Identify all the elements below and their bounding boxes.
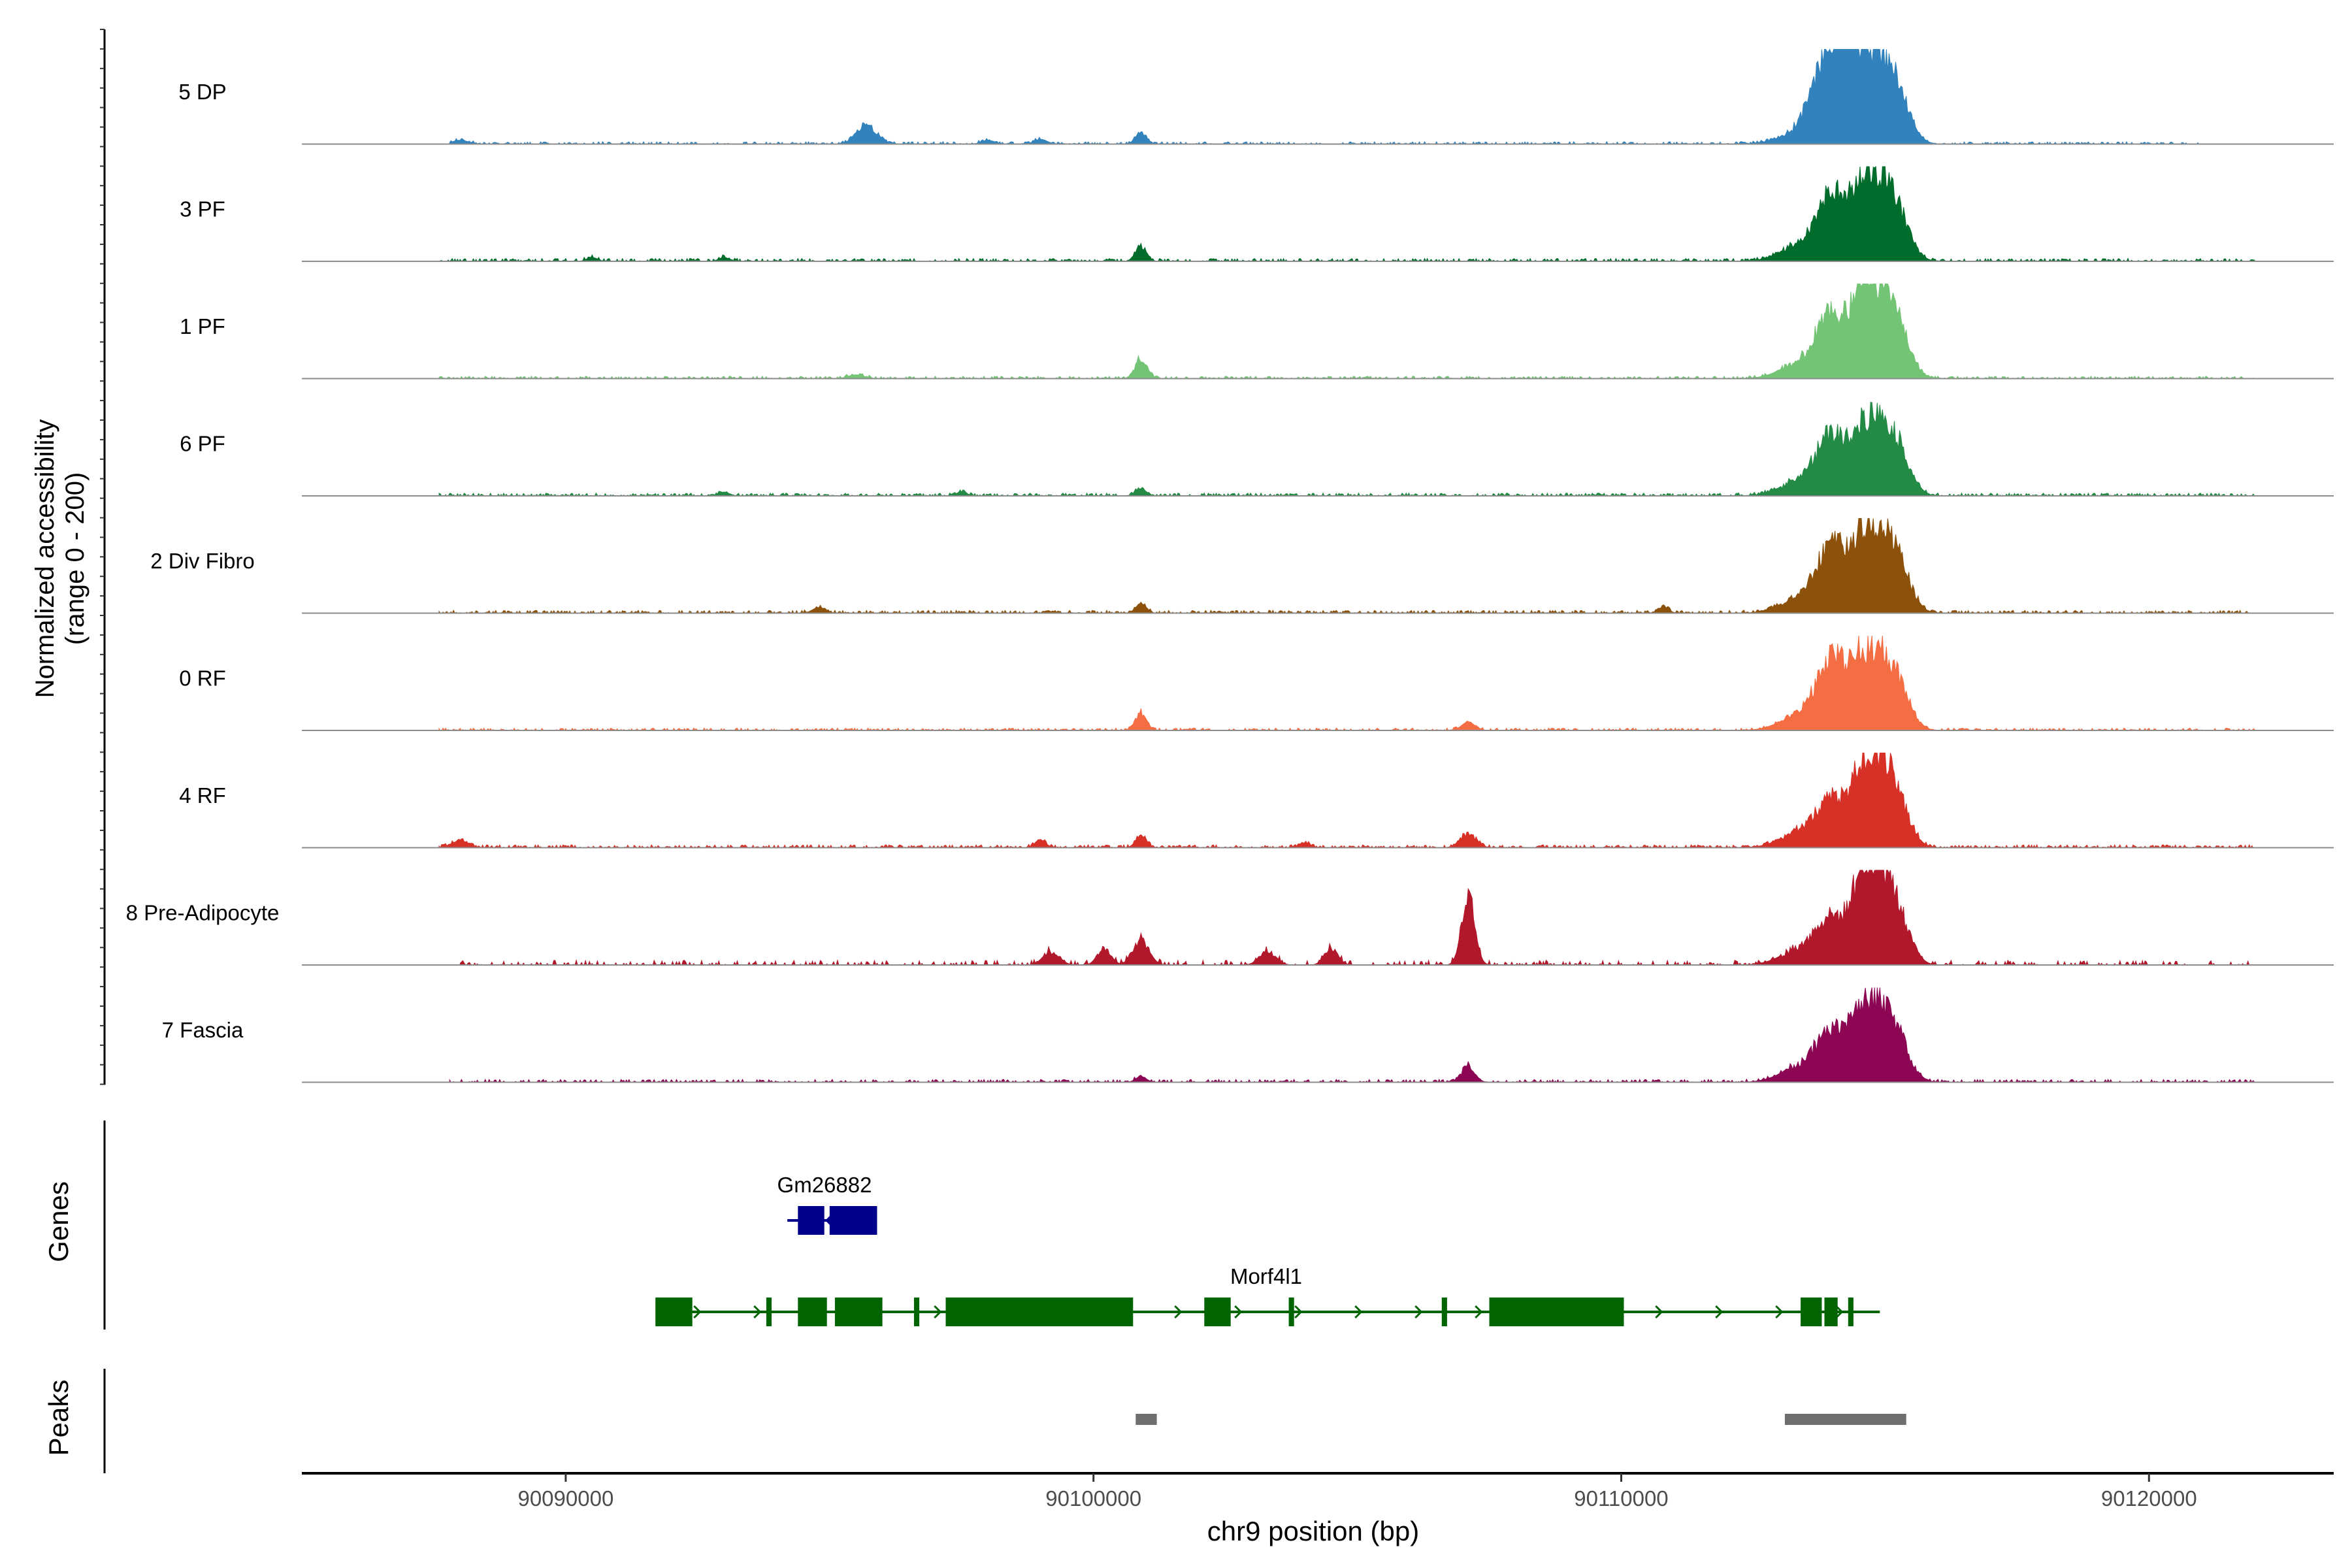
gene-label-morf4l1: Morf4l1	[1230, 1264, 1302, 1288]
exon	[655, 1298, 693, 1326]
track-label-7-fascia: 7 Fascia	[162, 1018, 244, 1042]
track-1-pf: 1 PF	[180, 283, 2334, 380]
track-label-5-dp: 5 DP	[178, 80, 226, 104]
peak-region	[1784, 1414, 1906, 1425]
exon	[834, 1298, 883, 1326]
track-label-6-pf: 6 PF	[180, 432, 225, 456]
exon	[798, 1206, 825, 1235]
track-0-rf: 0 RF	[179, 635, 2334, 731]
track-6-pf: 6 PF	[180, 401, 2334, 497]
strand-arrow	[1414, 1305, 1423, 1319]
y-axis-title-line2: (range 0 - 200)	[61, 472, 90, 645]
exon	[914, 1298, 920, 1326]
gene-gm26882: Gm26882	[777, 1173, 877, 1235]
exon	[1288, 1298, 1294, 1326]
strand-arrow	[753, 1305, 762, 1319]
track-5-dp: 5 DP	[178, 48, 2334, 145]
y-axis-title-line1: Normalized accessibility	[31, 419, 59, 698]
track-4-rf: 4 RF	[179, 753, 2334, 849]
track-label-1-pf: 1 PF	[180, 314, 225, 338]
x-axis-title: chr9 position (bp)	[1207, 1516, 1420, 1546]
track-label-4-rf: 4 RF	[179, 783, 226, 808]
exon	[1824, 1298, 1838, 1326]
exon	[766, 1298, 772, 1326]
exon	[798, 1298, 827, 1326]
strand-arrow	[1174, 1305, 1183, 1319]
gene-morf4l1: Morf4l1	[655, 1264, 1880, 1326]
strand-arrow	[1715, 1305, 1723, 1319]
exon	[1848, 1298, 1854, 1326]
track-2-div-fibro: 2 Div Fibro	[150, 518, 2334, 614]
x-tick-label: 90120000	[2101, 1486, 2197, 1511]
genes-panel: Gm26882 Morf4l1	[103, 1120, 1880, 1330]
peak-region	[1135, 1414, 1157, 1425]
track-8-pre-adipocyte: 8 Pre-Adipocyte	[126, 870, 2334, 966]
strand-arrow	[1294, 1305, 1303, 1319]
genes-panel-title: Genes	[43, 1181, 74, 1262]
track-label-3-pf: 3 PF	[180, 197, 225, 221]
strand-arrow	[1655, 1305, 1663, 1319]
strand-arrow	[1234, 1305, 1243, 1319]
track-label-0-rf: 0 RF	[179, 666, 226, 691]
exon	[1801, 1298, 1822, 1326]
peaks-panel-title: Peaks	[43, 1380, 74, 1456]
strand-arrow	[1475, 1305, 1483, 1319]
strand-arrow	[1354, 1305, 1363, 1319]
x-tick-label: 90100000	[1045, 1486, 1141, 1511]
track-7-fascia: 7 Fascia	[162, 987, 2334, 1083]
x-axis: 90090000 90100000 90110000 90120000	[302, 1472, 2334, 1511]
strand-arrow	[1775, 1305, 1784, 1319]
x-tick-label: 90090000	[517, 1486, 613, 1511]
exon	[945, 1298, 1134, 1326]
strand-arrow	[693, 1305, 702, 1319]
coverage-tracks: 5 DP 3 PF 1 PF 6 PF 2 Div Fibro 0 RF 4 RF 8 Pre…	[126, 48, 2334, 1083]
coverage-y-axis	[100, 29, 106, 1085]
exon	[829, 1206, 877, 1235]
gene-label-gm26882: Gm26882	[777, 1173, 872, 1197]
exon	[1489, 1298, 1624, 1326]
track-label-8-pre-adipocyte: 8 Pre-Adipocyte	[126, 901, 280, 925]
strand-arrow	[934, 1305, 942, 1319]
x-tick-label: 90110000	[1574, 1486, 1668, 1511]
peaks-panel	[103, 1369, 1906, 1473]
track-label-2-div-fibro: 2 Div Fibro	[150, 549, 255, 573]
exon	[1204, 1298, 1231, 1326]
strand-arrow	[1835, 1305, 1844, 1319]
exon	[1441, 1298, 1447, 1326]
track-3-pf: 3 PF	[180, 165, 2334, 263]
